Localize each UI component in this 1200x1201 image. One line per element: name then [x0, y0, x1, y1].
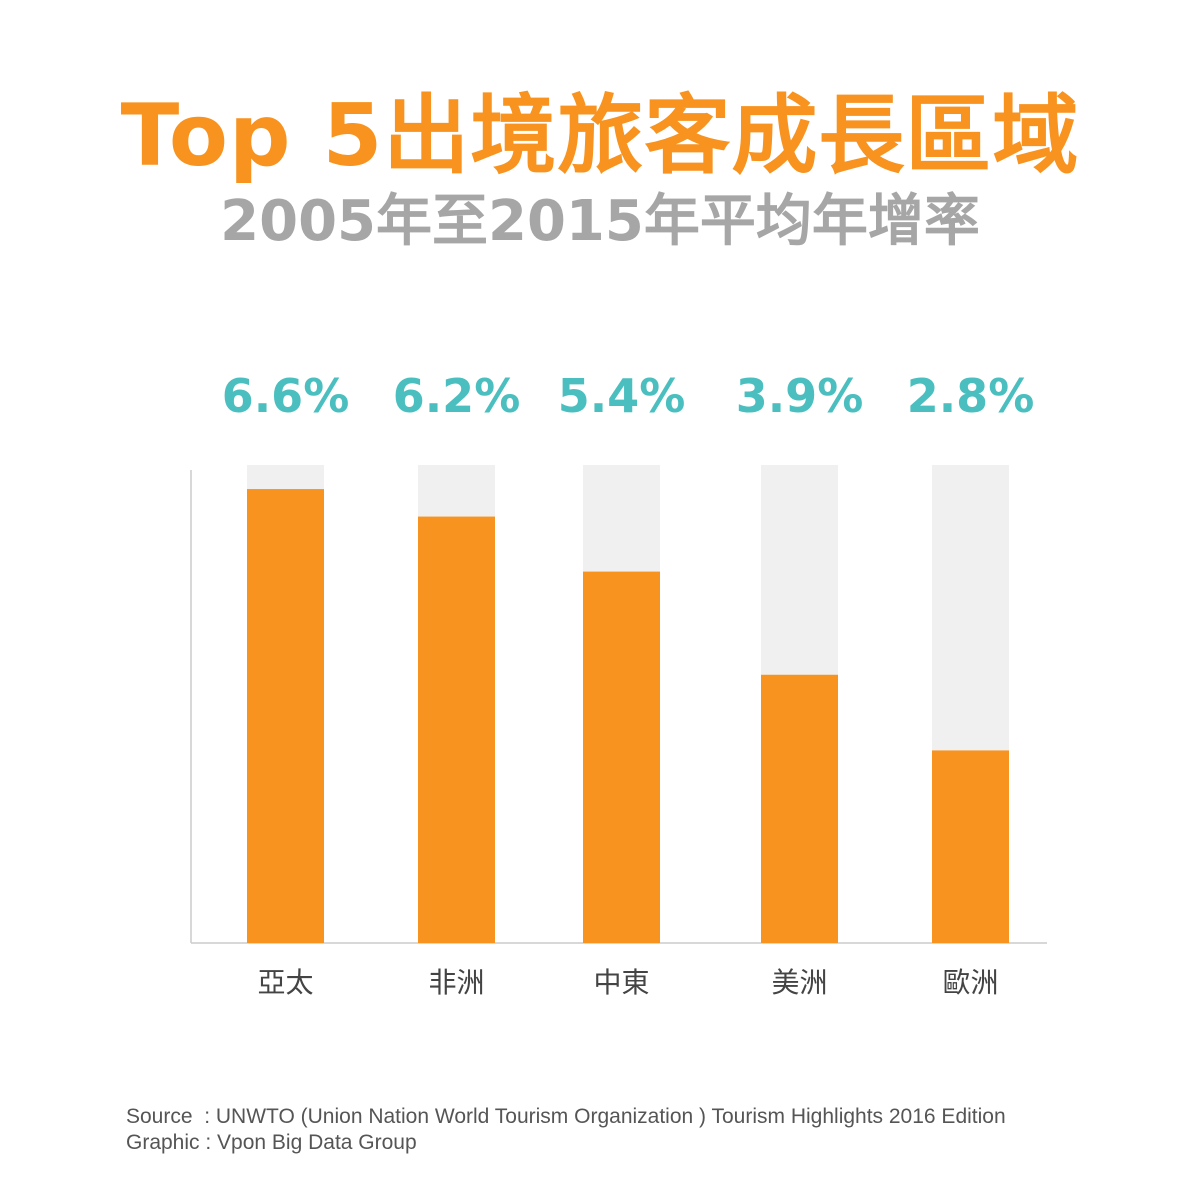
category-label: 美洲	[771, 966, 827, 999]
data-label: 3.9%	[736, 369, 864, 423]
data-label: 6.2%	[393, 369, 521, 423]
source-note: Source : UNWTO (Union Nation World Touri…	[126, 1104, 1006, 1156]
category-label: 中東	[593, 966, 649, 999]
bar	[932, 750, 1009, 943]
data-label: 5.4%	[558, 369, 686, 423]
bar	[761, 674, 838, 943]
graphic-credit-line: Graphic : Vpon Big Data Group	[126, 1131, 417, 1154]
category-label: 亞太	[257, 966, 313, 999]
bar	[583, 571, 660, 943]
bar-chart: 6.6% 亞太 6.2% 非洲 5.4% 中東 3.9% 美洲 2.8% 歐洲	[190, 369, 1047, 999]
data-label: 2.8%	[907, 369, 1035, 423]
source-line: Source : UNWTO (Union Nation World Touri…	[126, 1105, 1006, 1128]
data-label: 6.6%	[222, 369, 350, 423]
bar	[247, 489, 324, 943]
chart-title: Top 5出境旅客成長區域	[120, 86, 1080, 186]
category-label: 非洲	[428, 966, 484, 999]
bar	[418, 516, 495, 943]
chart-subtitle: 2005年至2015年平均年增率	[220, 189, 980, 254]
category-label: 歐洲	[942, 966, 998, 999]
